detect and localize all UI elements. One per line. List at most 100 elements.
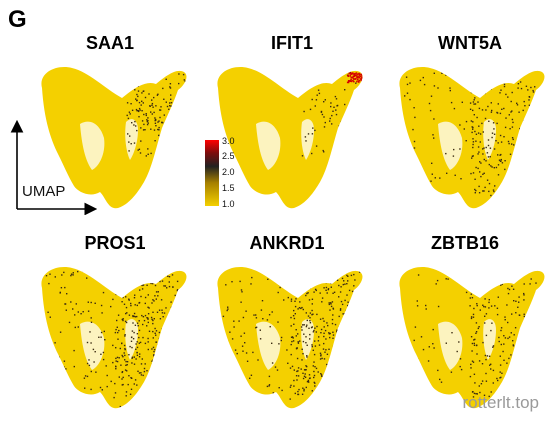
expression-dot [357, 357, 359, 359]
expression-dot [496, 307, 499, 309]
expression-dot [482, 341, 484, 344]
expression-dot [340, 337, 342, 339]
expression-dot [146, 119, 148, 121]
expression-dot [527, 147, 530, 150]
expression-dot [130, 388, 133, 390]
expression-dot [170, 105, 172, 107]
colorbar [205, 140, 219, 206]
expression-dot [267, 278, 269, 280]
expression-dot [296, 278, 298, 280]
expression-dot [487, 105, 489, 108]
expression-dot [511, 285, 513, 287]
expression-dot [479, 161, 481, 163]
expression-dot [488, 120, 490, 122]
expression-dot [490, 102, 492, 104]
expression-dot-high [355, 77, 357, 80]
expression-dot [340, 286, 342, 288]
expression-dot [336, 350, 338, 352]
expression-dot [174, 294, 176, 297]
expression-dot [306, 344, 308, 346]
expression-dot [123, 289, 125, 291]
umap-gap [438, 121, 463, 170]
expression-dot [82, 311, 84, 313]
expression-dot [255, 317, 258, 319]
expression-dot [342, 370, 345, 372]
expression-dot [46, 385, 48, 387]
expression-dot [279, 286, 281, 289]
expression-dot [138, 76, 140, 79]
expression-dot [485, 109, 487, 111]
expression-dot [128, 299, 130, 301]
expression-dot [530, 86, 532, 89]
expression-dot [492, 382, 494, 384]
expression-dot [425, 304, 427, 307]
expression-dot [330, 303, 332, 305]
expression-dot [100, 336, 102, 338]
expression-dot-high [352, 77, 354, 79]
expression-dot [268, 385, 270, 387]
expression-dot [126, 312, 128, 314]
expression-dot [180, 381, 182, 384]
expression-dot [324, 121, 326, 124]
expression-dot [72, 308, 74, 310]
expression-dot [149, 105, 151, 107]
expression-dot [293, 309, 295, 312]
expression-dot [155, 154, 157, 156]
expression-dot [171, 274, 174, 276]
expression-dot [147, 294, 149, 296]
expression-dot [159, 342, 162, 344]
expression-dot [489, 156, 491, 158]
expression-dot [301, 348, 303, 350]
expression-dot [122, 274, 125, 276]
expression-dot [169, 341, 172, 344]
expression-dot [123, 344, 126, 347]
expression-dot [315, 281, 318, 283]
expression-dot [428, 346, 430, 348]
expression-dot [320, 332, 322, 334]
expression-dot [289, 386, 292, 388]
expression-dot [88, 364, 91, 367]
expression-dot [486, 355, 489, 357]
expression-dot [536, 351, 539, 354]
expression-dot [306, 275, 308, 278]
expression-dot [484, 306, 487, 308]
expression-dot [503, 107, 505, 110]
expression-dot [479, 141, 481, 143]
expression-dot [474, 97, 476, 99]
expression-dot [497, 174, 500, 176]
expression-dot [482, 89, 485, 91]
expression-dot [485, 334, 488, 337]
expression-dot [490, 165, 492, 167]
expression-dot [490, 305, 493, 307]
expression-dot [129, 345, 131, 348]
expression-dot [179, 396, 181, 399]
expression-dot [338, 296, 340, 298]
expression-dot [323, 287, 325, 289]
expression-dot [141, 314, 143, 317]
expression-dot [233, 320, 235, 322]
expression-dot [348, 391, 350, 394]
expression-dot [358, 271, 361, 273]
expression-dot [311, 326, 313, 328]
expression-dot [148, 374, 150, 377]
expression-dot [307, 315, 310, 317]
expression-dot [491, 166, 493, 168]
expression-dot [312, 127, 314, 129]
expression-dot [305, 294, 307, 297]
expression-dot [308, 327, 310, 329]
expression-dot [478, 192, 481, 194]
expression-dot-high [352, 79, 354, 82]
expression-dot [479, 133, 482, 135]
expression-dot [237, 387, 239, 389]
expression-dot [357, 333, 360, 336]
expression-dot [152, 322, 154, 325]
expression-dot [471, 342, 474, 345]
expression-dot-high [356, 76, 358, 78]
expression-dot [297, 370, 299, 372]
expression-dot [496, 377, 498, 380]
expression-dot [146, 370, 148, 372]
umap-plot-pros1 [34, 258, 194, 418]
expression-dot [419, 79, 422, 82]
expression-dot [140, 374, 143, 376]
expression-dot [332, 292, 334, 294]
